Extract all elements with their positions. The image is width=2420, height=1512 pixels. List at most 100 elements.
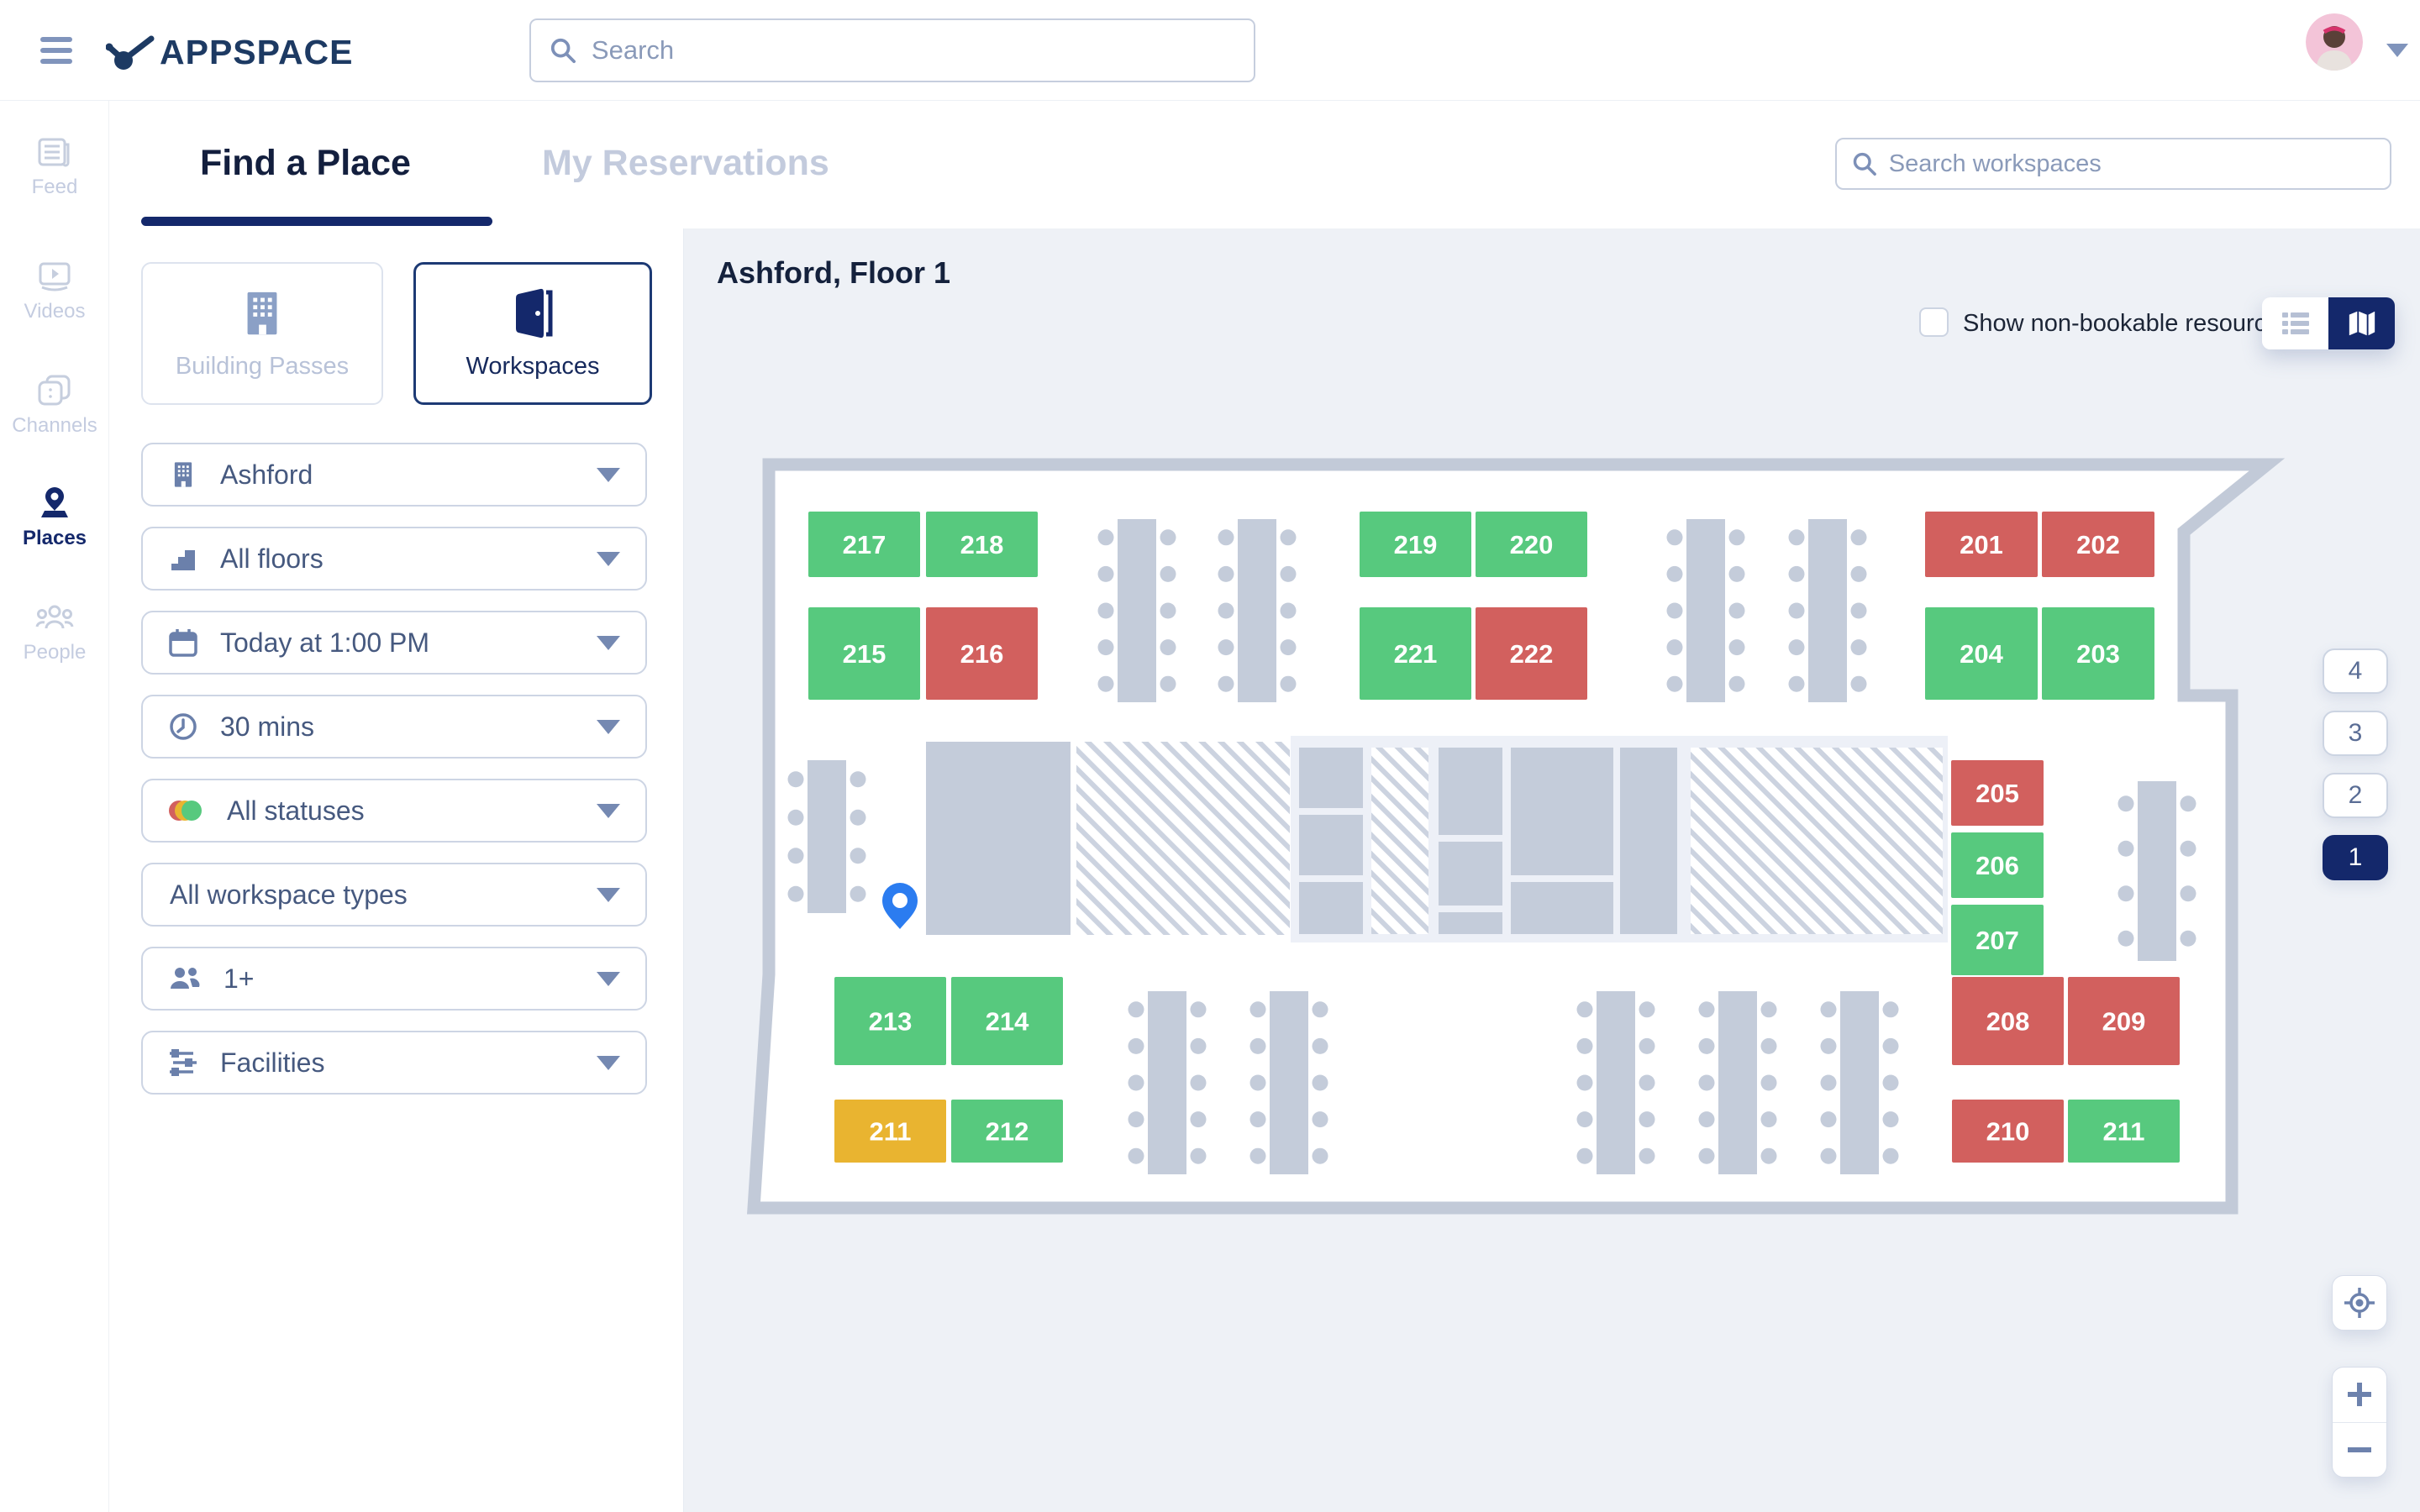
- room-221-available[interactable]: 221: [1360, 607, 1471, 700]
- desk: [1128, 991, 1207, 1174]
- chair: [1728, 565, 1745, 582]
- chair: [1160, 529, 1176, 546]
- feed-icon: [38, 138, 70, 167]
- sidebar-item-feed[interactable]: Feed: [0, 136, 109, 199]
- room-208-occupied[interactable]: 208: [1952, 977, 2064, 1065]
- sidebar-item-channels[interactable]: Channels: [0, 375, 109, 438]
- filter-duration[interactable]: 30 mins: [141, 695, 647, 759]
- room-203-available[interactable]: 203: [2042, 607, 2154, 700]
- chair: [1666, 675, 1683, 692]
- room-214-available[interactable]: 214: [951, 977, 1063, 1065]
- minus-icon: [2348, 1446, 2371, 1452]
- chair: [1280, 639, 1297, 656]
- sidebar-item-people[interactable]: People: [0, 601, 109, 664]
- list-view-button[interactable]: [2262, 297, 2328, 349]
- non-bookable-hatched-zone: [1691, 748, 1943, 934]
- room-205-occupied[interactable]: 205: [1951, 760, 2044, 826]
- zoom-out-button[interactable]: [2333, 1423, 2386, 1478]
- people-icon: [35, 605, 74, 629]
- room-218-available[interactable]: 218: [926, 512, 1038, 577]
- room-216-occupied[interactable]: 216: [926, 607, 1038, 700]
- room-211-partially_booked[interactable]: 211: [834, 1100, 946, 1163]
- furniture-block: [1511, 748, 1613, 875]
- hamburger-menu-icon[interactable]: [40, 37, 72, 64]
- room-210-occupied[interactable]: 210: [1952, 1100, 2064, 1163]
- zoom-in-button[interactable]: [2333, 1368, 2386, 1423]
- sidebar-item-places[interactable]: Places: [0, 486, 109, 550]
- room-217-available[interactable]: 217: [808, 512, 920, 577]
- show-non-bookable-checkbox[interactable]: [1919, 307, 1949, 337]
- building-passes-card[interactable]: Building Passes: [141, 262, 383, 405]
- furniture-block: [1620, 748, 1677, 934]
- room-label: 212: [986, 1117, 1029, 1147]
- room-204-available[interactable]: 204: [1925, 607, 2038, 700]
- room-209-occupied[interactable]: 209: [2068, 977, 2180, 1065]
- tab-find-a-place[interactable]: Find a Place: [200, 143, 411, 183]
- chair: [2118, 840, 2134, 857]
- chair: [787, 809, 804, 826]
- workspace-search: [1835, 138, 2391, 190]
- tab-my-reservations[interactable]: My Reservations: [542, 143, 829, 183]
- account-chevron-down-icon[interactable]: [2386, 44, 2408, 57]
- locate-me-button[interactable]: [2332, 1275, 2387, 1331]
- workspaces-card[interactable]: Workspaces: [413, 262, 652, 405]
- chair: [1882, 1001, 1899, 1018]
- appspace-logo-icon: [106, 35, 155, 70]
- room-220-available[interactable]: 220: [1476, 512, 1587, 577]
- filter-floors[interactable]: All floors: [141, 527, 647, 591]
- chair: [1312, 1074, 1328, 1091]
- location-pin-icon: [882, 883, 918, 929]
- room-211-available[interactable]: 211: [2068, 1100, 2180, 1163]
- room-201-occupied[interactable]: 201: [1925, 512, 2038, 577]
- global-search-input[interactable]: [591, 35, 1235, 66]
- user-avatar[interactable]: [2306, 13, 2363, 71]
- room-222-occupied[interactable]: 222: [1476, 607, 1587, 700]
- chair: [1190, 1037, 1207, 1054]
- room-206-available[interactable]: 206: [1951, 832, 2044, 898]
- room-219-available[interactable]: 219: [1360, 512, 1471, 577]
- building-icon: [247, 291, 277, 334]
- filter-workspace-types[interactable]: All workspace types: [141, 863, 647, 927]
- filter-building[interactable]: Ashford: [141, 443, 647, 507]
- chair: [1218, 639, 1234, 656]
- room-212-available[interactable]: 212: [951, 1100, 1063, 1163]
- sidebar-item-videos[interactable]: Videos: [0, 260, 109, 323]
- room-label: 203: [2076, 639, 2120, 669]
- filter-capacity[interactable]: 1+: [141, 947, 647, 1011]
- filter-facilities[interactable]: Facilities: [141, 1031, 647, 1095]
- desk: [1698, 991, 1777, 1174]
- view-toggle: [2262, 297, 2395, 349]
- floor-selector: 4 3 2 1: [2323, 648, 2388, 897]
- room-202-occupied[interactable]: 202: [2042, 512, 2154, 577]
- room-215-available[interactable]: 215: [808, 607, 920, 700]
- chevron-down-icon: [597, 635, 620, 650]
- floor-button-2[interactable]: 2: [2323, 773, 2388, 818]
- global-search: [529, 18, 1255, 82]
- chair: [1128, 1001, 1144, 1018]
- floor-button-4[interactable]: 4: [2323, 648, 2388, 694]
- non-bookable-hatched-zone: [1371, 748, 1428, 934]
- filter-facilities-value: Facilities: [220, 1047, 325, 1078]
- sidebar-label-feed: Feed: [31, 176, 78, 198]
- chair: [1820, 1111, 1837, 1128]
- filter-statuses[interactable]: All statuses: [141, 779, 647, 843]
- chair: [2118, 885, 2134, 902]
- chevron-down-icon: [597, 887, 620, 902]
- floor-button-3[interactable]: 3: [2323, 711, 2388, 756]
- room-213-available[interactable]: 213: [834, 977, 946, 1065]
- workspace-search-input[interactable]: [1888, 150, 2375, 178]
- room-207-available[interactable]: 207: [1951, 905, 2044, 975]
- floor-button-1[interactable]: 1: [2323, 835, 2388, 880]
- desk: [1576, 991, 1655, 1174]
- chair: [787, 771, 804, 788]
- chair: [2118, 795, 2134, 812]
- filter-date[interactable]: Today at 1:00 PM: [141, 611, 647, 675]
- chair: [2118, 930, 2134, 947]
- chair: [1850, 675, 1867, 692]
- chair: [1698, 1111, 1715, 1128]
- map-view-button[interactable]: [2328, 297, 2395, 349]
- chair: [1820, 1001, 1837, 1018]
- chair: [1788, 675, 1805, 692]
- chair: [1639, 1074, 1655, 1091]
- filter-capacity-value: 1+: [224, 963, 255, 994]
